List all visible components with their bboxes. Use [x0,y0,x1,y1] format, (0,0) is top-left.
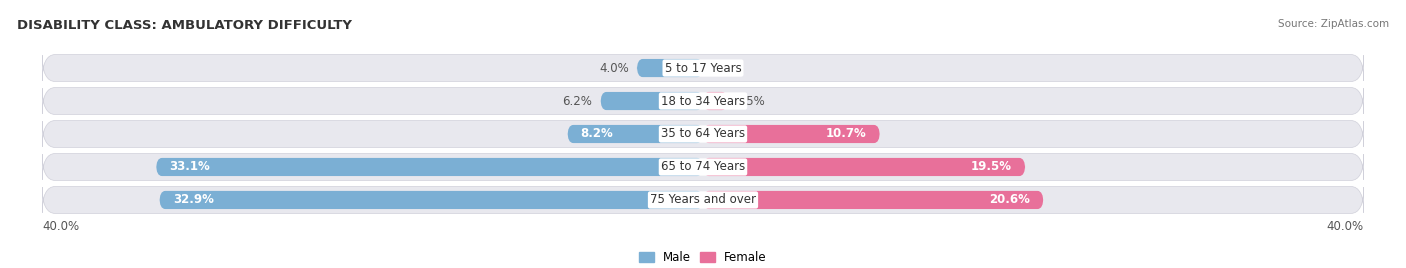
FancyBboxPatch shape [156,158,703,176]
Text: 4.0%: 4.0% [599,62,628,75]
Text: 32.9%: 32.9% [173,193,214,206]
Text: 8.2%: 8.2% [581,128,613,140]
FancyBboxPatch shape [42,121,1364,147]
Text: 65 to 74 Years: 65 to 74 Years [661,161,745,173]
Text: 6.2%: 6.2% [562,95,592,107]
FancyBboxPatch shape [42,87,1364,114]
FancyBboxPatch shape [42,54,1364,81]
FancyBboxPatch shape [159,191,703,209]
FancyBboxPatch shape [42,154,1364,181]
FancyBboxPatch shape [703,92,728,110]
Text: 33.1%: 33.1% [169,161,209,173]
Text: 40.0%: 40.0% [1327,220,1364,233]
Text: 10.7%: 10.7% [825,128,866,140]
Legend: Male, Female: Male, Female [634,246,772,268]
Text: 0.0%: 0.0% [711,62,741,75]
FancyBboxPatch shape [703,158,1025,176]
FancyBboxPatch shape [703,191,1043,209]
Text: 19.5%: 19.5% [972,161,1012,173]
Text: DISABILITY CLASS: AMBULATORY DIFFICULTY: DISABILITY CLASS: AMBULATORY DIFFICULTY [17,19,352,32]
Text: Source: ZipAtlas.com: Source: ZipAtlas.com [1278,19,1389,29]
Text: 40.0%: 40.0% [42,220,79,233]
FancyBboxPatch shape [568,125,703,143]
Text: 1.5%: 1.5% [737,95,766,107]
FancyBboxPatch shape [42,187,1364,214]
Text: 18 to 34 Years: 18 to 34 Years [661,95,745,107]
Text: 75 Years and over: 75 Years and over [650,193,756,206]
FancyBboxPatch shape [600,92,703,110]
Text: 35 to 64 Years: 35 to 64 Years [661,128,745,140]
Text: 5 to 17 Years: 5 to 17 Years [665,62,741,75]
FancyBboxPatch shape [703,125,880,143]
Text: 20.6%: 20.6% [990,193,1031,206]
FancyBboxPatch shape [637,59,703,77]
